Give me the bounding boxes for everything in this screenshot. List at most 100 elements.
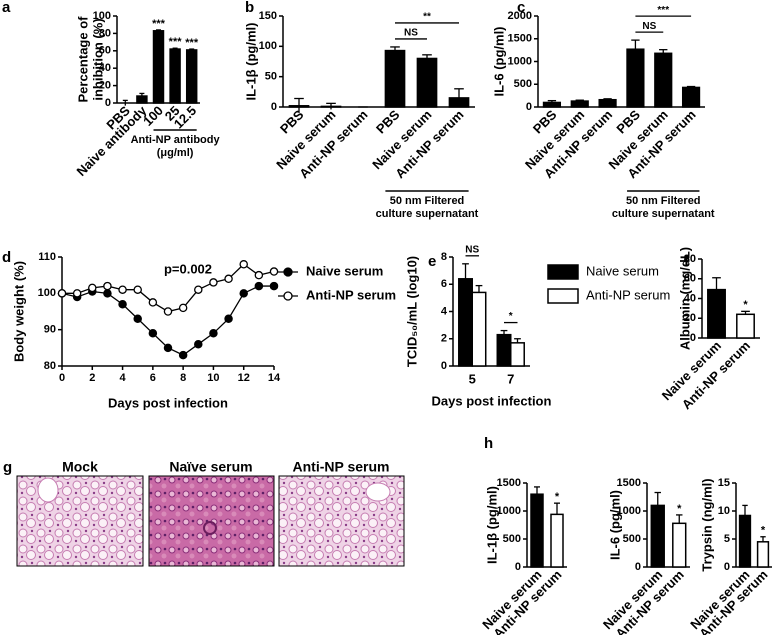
legend-swatch [547, 288, 579, 304]
y-axis-label: IL-1β (pg/ml) [243, 23, 258, 101]
y-tick-label: 4 [441, 305, 448, 317]
y-axis-label: IL-6 (pg/ml) [607, 490, 622, 560]
x-tick-label: 12 [238, 372, 250, 384]
bar [598, 98, 617, 108]
y-axis-label: inhibition (%) [90, 18, 105, 100]
y-tick-label: 500 [623, 533, 641, 545]
bar [510, 342, 525, 367]
bar [738, 514, 752, 568]
y-tick-label: 2000 [508, 10, 532, 22]
bar [471, 291, 487, 367]
point [103, 289, 112, 298]
image-label: Anti-NP serum [293, 459, 390, 475]
panel-letter: h [484, 435, 493, 452]
bar [736, 313, 755, 339]
bracket-label: ** [423, 12, 431, 23]
point [254, 270, 264, 280]
y-axis-label: IL-6 (pg/ml) [491, 26, 506, 96]
bar [185, 49, 198, 104]
bar [416, 57, 438, 108]
bar [458, 278, 473, 367]
point [118, 299, 127, 309]
y-tick-label: 2 [441, 333, 447, 345]
bracket-label: * [509, 311, 513, 322]
point [224, 274, 233, 284]
legend-marker [283, 291, 293, 301]
x-tick-label: 8 [180, 372, 186, 384]
y-tick-label: 1500 [508, 33, 532, 45]
bar [654, 52, 673, 108]
point [194, 339, 203, 349]
image-panel: g Mock Naïve serum Anti-NP serum [3, 459, 405, 567]
bar [320, 105, 342, 108]
y-tick-label: 0 [690, 332, 696, 344]
point [133, 285, 142, 294]
bar [530, 493, 544, 568]
y-tick-label: 1000 [617, 505, 641, 517]
y-tick-label: 20 [99, 80, 111, 92]
histology-image [16, 475, 144, 567]
point [178, 303, 188, 313]
bar [707, 288, 726, 339]
y-tick-label: 40 [684, 292, 696, 304]
y-tick-label: 0 [105, 97, 111, 109]
bar [570, 100, 589, 108]
x-tick-label: 100 [140, 103, 166, 129]
bar [650, 504, 665, 568]
significance: * [761, 525, 766, 537]
legend-label: Anti-NP serum [306, 287, 396, 302]
y-tick-label: 50 [265, 71, 277, 83]
legend-label: Anti-NP serum [586, 287, 670, 302]
y-tick-label: 0 [724, 561, 730, 573]
y-tick-label: 500 [514, 78, 532, 90]
y-tick-label: 20 [684, 312, 696, 324]
y-tick-label: 0 [271, 101, 277, 113]
bar [288, 105, 310, 108]
point [178, 350, 188, 360]
bar [448, 97, 470, 108]
significance: *** [169, 36, 183, 48]
y-axis-label: Albumin (mg/dL) [677, 247, 692, 350]
panel-letter: c [517, 0, 525, 16]
y-axis-label: Trypsin (ng/ml) [699, 478, 714, 571]
point [88, 283, 97, 293]
panel-letter: f [684, 253, 690, 270]
bar [384, 49, 406, 108]
group-label: Anti-NP antibody [131, 134, 221, 146]
legend-label: Naive serum [306, 263, 383, 278]
x-tick-label: 10 [207, 372, 219, 384]
bar [672, 522, 687, 568]
point [269, 281, 279, 291]
point [148, 329, 158, 338]
y-tick-label: 0 [635, 561, 641, 573]
point [239, 260, 248, 269]
point [269, 267, 279, 276]
panel-letter: b [245, 0, 254, 16]
y-tick-label: 100 [259, 40, 277, 52]
y-tick-label: 60 [684, 273, 696, 285]
y-tick-label: 8 [441, 251, 447, 263]
y-axis-label: IL-1β (pg/ml) [484, 486, 499, 564]
y-tick-label: 150 [259, 10, 277, 22]
x-tick-label: 7 [507, 371, 514, 386]
y-tick-label: 10 [718, 505, 730, 517]
x-axis-label: Days post infection [432, 393, 552, 408]
bar [550, 513, 564, 568]
bar [169, 48, 181, 104]
point [103, 281, 112, 291]
legend-swatch [547, 264, 579, 280]
bracket-label: NS [465, 244, 479, 255]
point [209, 278, 218, 287]
x-tick-label: 0 [59, 372, 65, 384]
bracket-label: *** [657, 5, 669, 16]
bracket-label: NS [404, 28, 418, 39]
point [163, 307, 173, 316]
image-label: Mock [62, 459, 98, 475]
y-tick-label: 5 [724, 533, 730, 545]
y-tick-label: 100 [38, 287, 56, 299]
bar [681, 86, 701, 108]
y-tick-label: 80 [99, 27, 111, 39]
vessel [365, 482, 391, 502]
y-tick-label: 15 [718, 477, 730, 489]
x-tick-label: 6 [150, 372, 156, 384]
